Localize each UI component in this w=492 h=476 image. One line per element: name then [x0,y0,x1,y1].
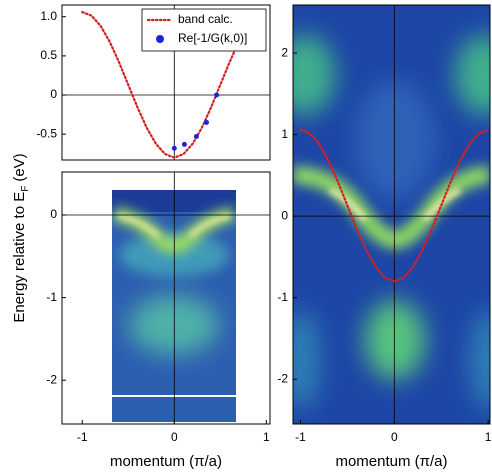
y-tick-label: 0 [50,207,57,221]
data-point [193,134,199,140]
intensity-map-right [293,5,490,424]
map-blob [365,300,425,380]
x-tick-label: -1 [77,430,88,444]
legend-label: band calc. [178,12,233,26]
plot-frame [292,4,491,425]
map-band [117,214,231,238]
y-tick-label: -0.5 [36,126,57,140]
y-tick-label: 0 [50,87,57,101]
map-band [293,166,490,250]
x-tick-label: 1 [263,430,270,444]
legend-box [141,8,267,52]
data-point [171,145,177,151]
y-tick-label: -1 [277,290,288,304]
x-tick-label: 0 [171,430,178,444]
y-tick-label: -1 [46,290,57,304]
x-tick-label: -1 [295,430,306,444]
y-tick-label: 0 [281,208,288,222]
y-label-sub: F [20,186,31,192]
y-tick-label: -2 [46,372,57,386]
y-tick-label: -2 [277,371,288,385]
y-tick-label: 2 [281,45,288,59]
plot-frame [61,4,271,161]
data-point [181,141,187,147]
map-band [328,187,462,222]
y-tick-label: 0.5 [40,48,57,62]
legend-label: Re[-1/G(k,0)] [178,31,247,45]
y-axis-label: Energy relative to EF (eV) [11,153,31,322]
x-tick-label: 1 [485,430,492,444]
x-tick-label: 0 [391,430,398,444]
data-point [203,119,209,125]
data-point [214,92,220,98]
map-blob [355,80,435,200]
y-tick-label: 1.0 [40,9,57,23]
y-tick-label: 1 [281,127,288,141]
band-curve [299,128,490,283]
x-axis-label: momentum (π/a) [335,453,447,470]
legend-swatch [156,35,164,43]
y-label-unit: (eV) [11,153,28,181]
y-label-main: Energy relative to E [11,192,28,323]
map-blob [470,310,490,410]
map-blob [455,35,490,115]
x-axis-label: momentum (π/a) [110,453,222,470]
plot-frame [61,171,271,425]
map-blob [293,35,335,115]
map-blob [293,310,320,410]
